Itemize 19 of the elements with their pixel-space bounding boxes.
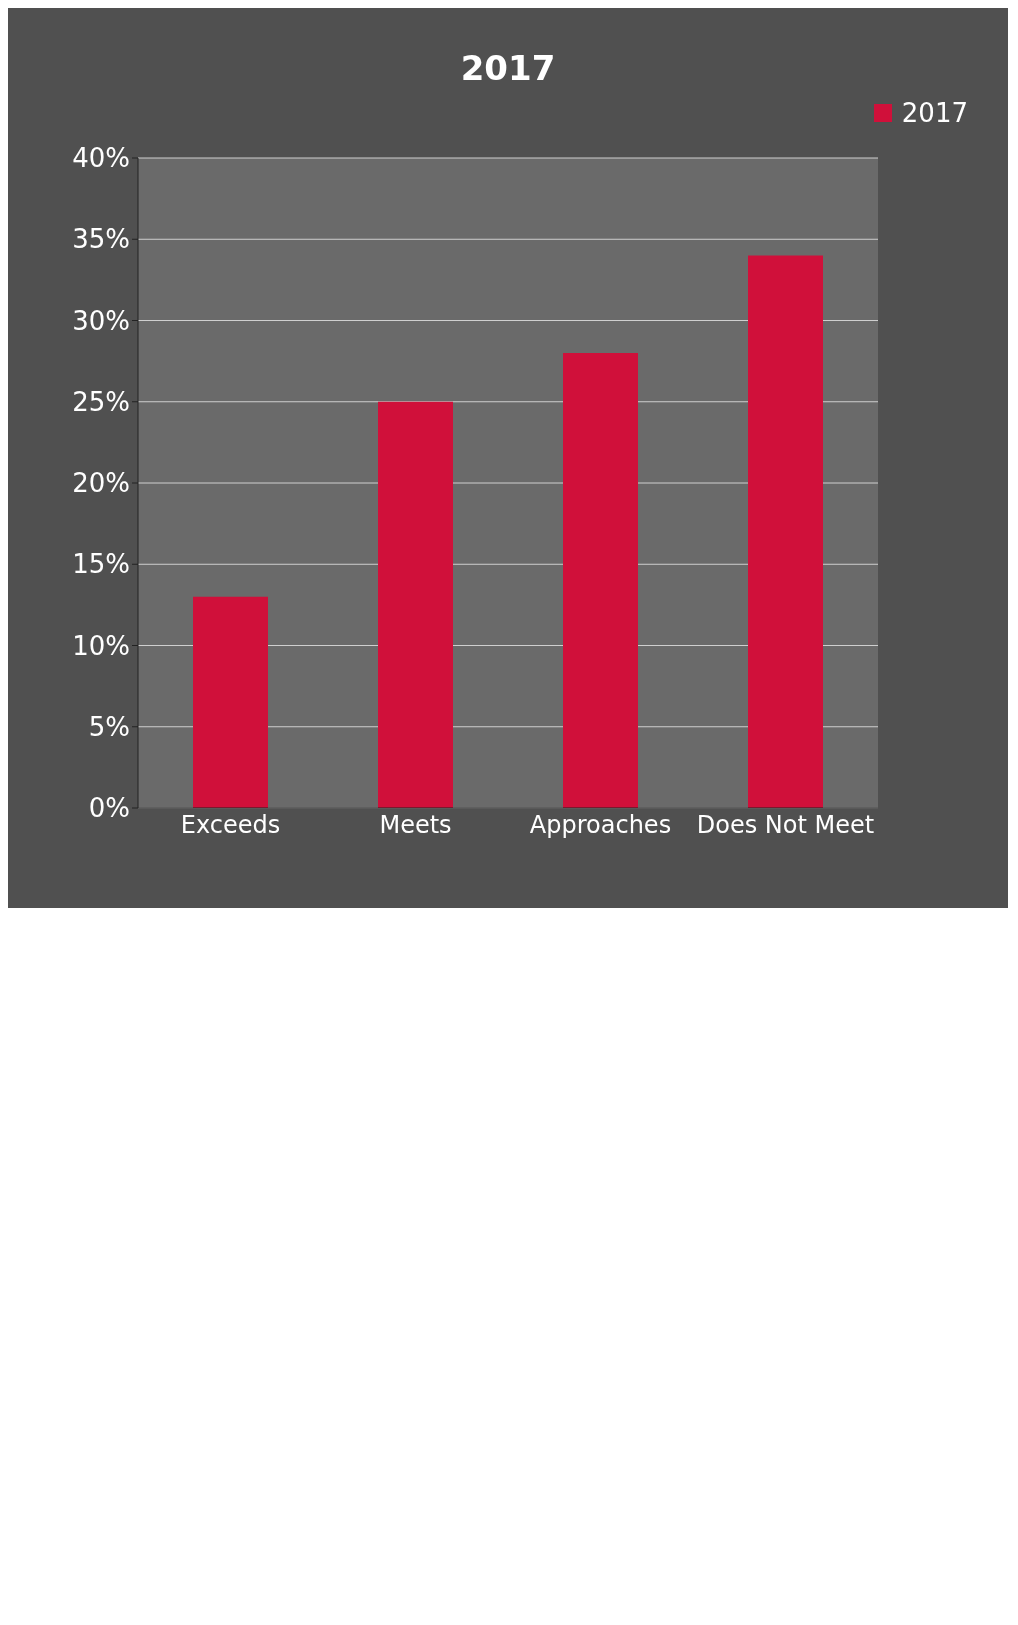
y-tick-label: 10%	[72, 630, 130, 661]
y-tick-label: 0%	[88, 793, 130, 824]
chart-title: 2017	[459, 48, 557, 88]
x-tick-label: Exceeds	[180, 811, 281, 840]
bar	[748, 255, 823, 808]
bar	[563, 353, 638, 808]
y-tick-label: 40%	[72, 143, 130, 174]
x-tick-label: Approaches	[529, 811, 672, 840]
x-tick-label: Meets	[379, 811, 452, 840]
x-tick-label: Does Not Meet	[696, 811, 875, 840]
bar	[378, 401, 453, 808]
y-tick-label: 30%	[72, 305, 130, 336]
y-tick-label: 20%	[72, 468, 130, 499]
y-tick-label: 5%	[88, 711, 130, 742]
y-tick-label: 25%	[72, 386, 130, 417]
y-tick-label: 35%	[72, 224, 130, 255]
bar	[193, 596, 268, 808]
legend-label: 2017	[901, 98, 968, 128]
y-tick-label: 15%	[72, 549, 130, 580]
